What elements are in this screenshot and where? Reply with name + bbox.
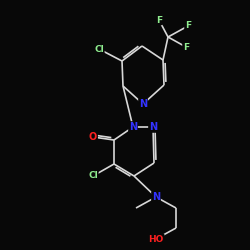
Text: N: N bbox=[149, 122, 157, 132]
Text: N: N bbox=[139, 99, 147, 109]
Text: Cl: Cl bbox=[88, 172, 98, 180]
Text: F: F bbox=[156, 16, 162, 24]
Text: F: F bbox=[185, 22, 191, 30]
Text: N: N bbox=[152, 192, 160, 202]
Text: N: N bbox=[129, 122, 137, 132]
Text: Cl: Cl bbox=[94, 44, 104, 54]
Text: HO: HO bbox=[148, 234, 164, 244]
Text: O: O bbox=[89, 132, 97, 142]
Text: F: F bbox=[183, 42, 189, 51]
